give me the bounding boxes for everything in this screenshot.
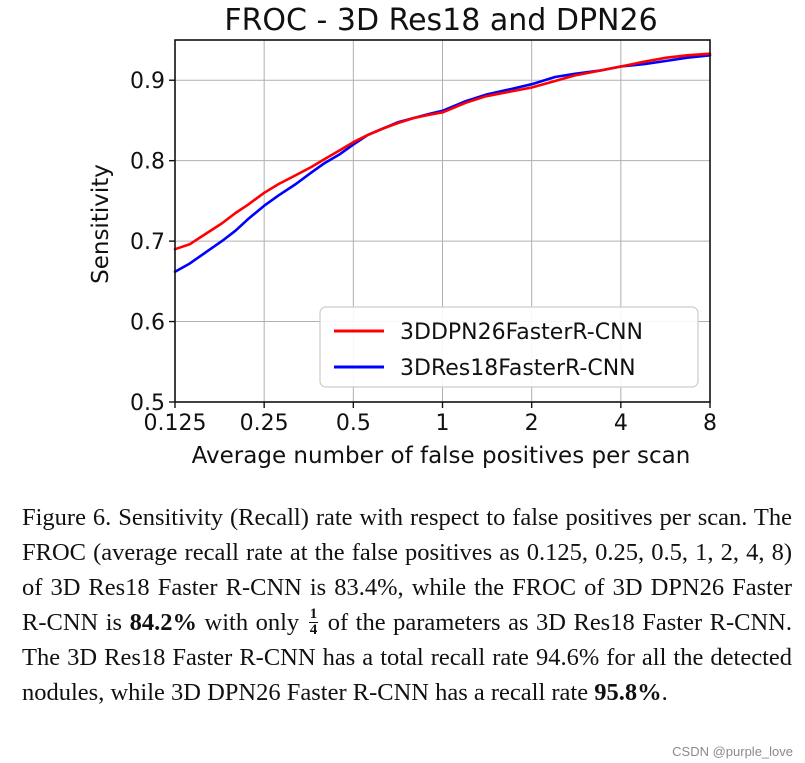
x-axis-label: Average number of false positives per sc… (192, 443, 691, 469)
fraction-denominator: 4 (309, 621, 318, 638)
x-tick-label: 4 (614, 411, 628, 436)
caption-text-3: of the parameters as 3D Res18 Faster R-C… (22, 609, 792, 706)
chart-title: FROC - 3D Res18 and DPN26 (224, 3, 657, 38)
fraction-numerator: 1 (308, 605, 319, 623)
froc-figure: 0.125 0.25 0.5 1 2 4 8 0.5 0.6 0.7 0.8 0.9 3DDPN26F… (88, 3, 717, 469)
y-tick-label: 0.5 (130, 391, 165, 416)
watermark: CSDN @purple_love (672, 744, 793, 759)
x-tick-label: 0.5 (336, 411, 371, 436)
x-tick-label: 0.125 (144, 411, 207, 436)
y-axis-label: Sensitivity (88, 164, 114, 284)
caption-text-4: . (661, 679, 668, 706)
caption-dpn26-froc: 84.2% (129, 609, 197, 636)
caption-text-2: with only (197, 609, 307, 636)
caption-dpn26-recall: 95.8% (594, 679, 662, 706)
legend-label: 3DDPN26FasterR-CNN (400, 320, 643, 345)
legend-box (319, 306, 699, 388)
legend-label: 3DRes18FasterR-CNN (400, 356, 636, 381)
y-tick-label: 0.9 (130, 69, 165, 94)
caption-text-1: Figure 6. Sensitivity (Recall) rate with… (22, 504, 792, 636)
figure-caption: Figure 6. Sensitivity (Recall) rate with… (22, 500, 792, 710)
x-tick-label: 1 (436, 411, 450, 436)
froc-chart: 0.125 0.25 0.5 1 2 4 8 0.5 0.6 0.7 0.8 0.9 3DDPN26F… (88, 3, 717, 469)
y-tick-label: 0.6 (130, 311, 165, 336)
series-line-3ddpn26fasterr-cnn (173, 52, 712, 251)
x-tick-label: 0.25 (240, 411, 289, 436)
x-tick-label: 2 (525, 411, 539, 436)
x-tick-label: 8 (703, 411, 717, 436)
y-tick-label: 0.8 (130, 150, 165, 175)
y-tick-label: 0.7 (130, 230, 165, 255)
